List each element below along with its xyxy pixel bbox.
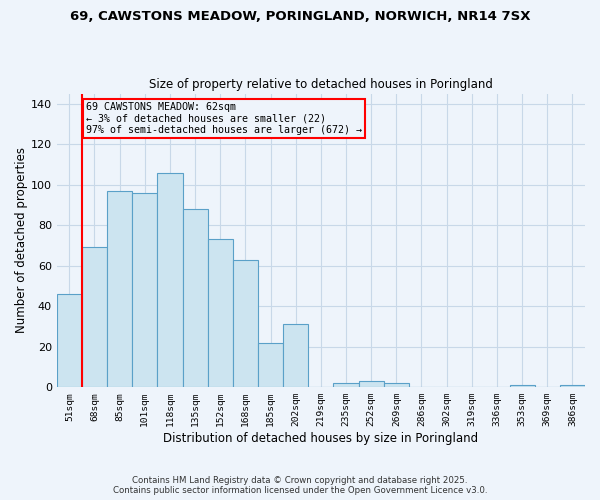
Bar [107, 190, 132, 387]
Bar [208, 240, 233, 387]
Bar [334, 383, 359, 387]
Bar [283, 324, 308, 387]
Bar [560, 385, 585, 387]
Title: Size of property relative to detached houses in Poringland: Size of property relative to detached ho… [149, 78, 493, 91]
Bar [82, 248, 107, 387]
Text: 69, CAWSTONS MEADOW, PORINGLAND, NORWICH, NR14 7SX: 69, CAWSTONS MEADOW, PORINGLAND, NORWICH… [70, 10, 530, 23]
Bar [233, 260, 258, 387]
Text: Contains HM Land Registry data © Crown copyright and database right 2025.
Contai: Contains HM Land Registry data © Crown c… [113, 476, 487, 495]
Text: 69 CAWSTONS MEADOW: 62sqm
← 3% of detached houses are smaller (22)
97% of semi-d: 69 CAWSTONS MEADOW: 62sqm ← 3% of detach… [86, 102, 362, 135]
Bar [384, 383, 409, 387]
Y-axis label: Number of detached properties: Number of detached properties [15, 148, 28, 334]
Bar [182, 209, 208, 387]
Bar [258, 342, 283, 387]
Bar [509, 385, 535, 387]
Bar [157, 172, 182, 387]
X-axis label: Distribution of detached houses by size in Poringland: Distribution of detached houses by size … [163, 432, 478, 445]
Bar [132, 192, 157, 387]
Bar [57, 294, 82, 387]
Bar [359, 381, 384, 387]
